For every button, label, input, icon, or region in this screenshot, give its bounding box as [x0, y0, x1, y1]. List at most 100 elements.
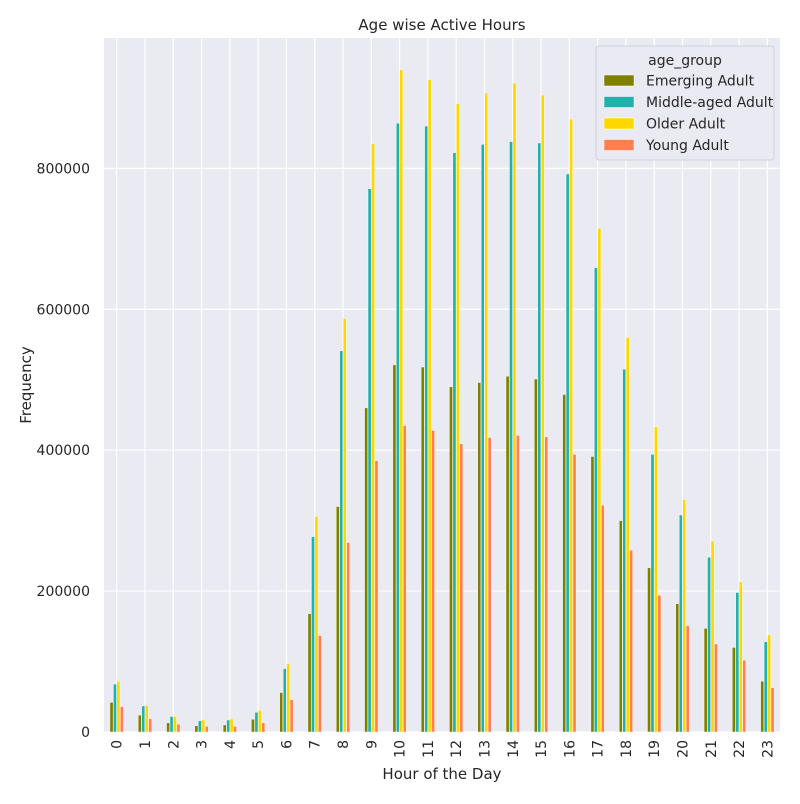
- x-tick-label: 5: [251, 740, 267, 749]
- bar-middle-aged-adult-hour-17: [594, 267, 598, 733]
- x-tick-label: 16: [562, 740, 578, 758]
- bar-young-adult-hour-4: [233, 726, 237, 733]
- bar-older-adult-hour-20: [682, 499, 686, 733]
- bar-older-adult-hour-10: [399, 69, 404, 733]
- x-tick-label: 0: [110, 740, 126, 749]
- bar-middle-aged-adult-hour-4: [226, 719, 230, 733]
- chart-title: Age wise Active Hours: [358, 16, 525, 34]
- bar-young-adult-hour-18: [629, 550, 633, 733]
- bar-emerging-adult-hour-8: [336, 506, 340, 733]
- bar-older-adult-hour-3: [201, 719, 206, 733]
- bar-middle-aged-adult-hour-3: [198, 720, 202, 733]
- bar-young-adult-hour-20: [685, 625, 690, 733]
- bar-emerging-adult-hour-15: [534, 378, 538, 733]
- bar-emerging-adult-hour-7: [307, 613, 312, 733]
- bar-middle-aged-adult-hour-13: [480, 144, 485, 733]
- bar-young-adult-hour-7: [318, 635, 322, 733]
- bar-young-adult-hour-11: [431, 430, 435, 733]
- bar-young-adult-hour-23: [770, 687, 775, 733]
- x-tick-label: 22: [732, 740, 748, 758]
- bar-middle-aged-adult-hour-16: [565, 173, 570, 733]
- bar-emerging-adult-hour-10: [392, 364, 397, 733]
- bar-emerging-adult-hour-4: [222, 724, 227, 733]
- bar-emerging-adult-hour-13: [477, 382, 482, 733]
- bar-middle-aged-adult-hour-20: [679, 514, 683, 733]
- bar-young-adult-hour-2: [176, 724, 181, 733]
- bar-older-adult-hour-22: [739, 581, 743, 733]
- bar-older-adult-hour-18: [625, 337, 630, 733]
- bar-middle-aged-adult-hour-15: [537, 142, 542, 733]
- bar-older-adult-hour-15: [541, 94, 545, 733]
- y-axis-label: Frequency: [17, 346, 35, 424]
- bar-middle-aged-adult-hour-23: [763, 641, 768, 733]
- bar-emerging-adult-hour-6: [279, 692, 284, 733]
- bar-middle-aged-adult-hour-5: [254, 712, 259, 733]
- bar-middle-aged-adult-hour-10: [396, 123, 400, 733]
- x-tick-label: 11: [421, 740, 437, 758]
- bar-older-adult-hour-7: [314, 516, 319, 733]
- bar-older-adult-hour-23: [767, 634, 771, 733]
- bar-young-adult-hour-0: [120, 706, 124, 733]
- bar-middle-aged-adult-hour-7: [311, 536, 315, 733]
- y-tick-label: 800000: [37, 161, 90, 177]
- legend-box: [595, 45, 775, 161]
- bar-middle-aged-adult-hour-9: [367, 188, 372, 733]
- bar-middle-aged-adult-hour-12: [452, 152, 457, 733]
- legend-swatch: [603, 117, 635, 130]
- bar-emerging-adult-hour-14: [505, 375, 510, 733]
- bar-young-adult-hour-10: [403, 425, 407, 733]
- bar-older-adult-hour-2: [173, 716, 177, 733]
- bar-young-adult-hour-5: [261, 722, 266, 733]
- bar-older-adult-hour-12: [456, 103, 460, 733]
- legend-label: Young Adult: [645, 138, 729, 154]
- bar-older-adult-hour-5: [258, 709, 262, 733]
- bar-emerging-adult-hour-20: [675, 603, 680, 733]
- bar-older-adult-hour-17: [597, 228, 602, 733]
- legend-label: Middle-aged Adult: [646, 95, 774, 111]
- bar-middle-aged-adult-hour-19: [650, 454, 655, 733]
- bar-emerging-adult-hour-21: [703, 628, 708, 733]
- bar-emerging-adult-hour-22: [732, 647, 736, 733]
- bars-group: [109, 69, 775, 733]
- bar-older-adult-hour-19: [654, 426, 658, 733]
- bar-older-adult-hour-14: [512, 82, 517, 733]
- bar-older-adult-hour-16: [569, 118, 573, 733]
- legend-swatch: [603, 139, 635, 151]
- bar-middle-aged-adult-hour-18: [622, 368, 626, 733]
- x-tick-label: 17: [591, 740, 607, 758]
- bar-older-adult-hour-11: [427, 79, 432, 733]
- x-tick-label: 18: [619, 740, 635, 758]
- bar-emerging-adult-hour-19: [647, 567, 651, 733]
- bar-emerging-adult-hour-18: [619, 520, 623, 733]
- legend-swatch: [603, 96, 635, 108]
- legend-swatch: [603, 74, 635, 87]
- bar-older-adult-hour-13: [484, 92, 488, 733]
- bar-middle-aged-adult-hour-0: [113, 683, 117, 733]
- x-tick-label: 20: [676, 740, 692, 758]
- bar-young-adult-hour-3: [204, 726, 209, 733]
- bar-young-adult-hour-14: [516, 435, 520, 733]
- bar-middle-aged-adult-hour-14: [509, 141, 513, 733]
- bar-older-adult-hour-21: [710, 540, 715, 733]
- bar-emerging-adult-hour-1: [138, 714, 142, 733]
- bar-middle-aged-adult-hour-1: [141, 705, 146, 733]
- x-tick-label: 15: [534, 740, 550, 758]
- bar-young-adult-hour-22: [742, 659, 747, 733]
- x-tick-label: 14: [506, 740, 522, 758]
- x-tick-label: 2: [166, 740, 182, 749]
- legend-title: age_group: [648, 53, 722, 69]
- bar-young-adult-hour-15: [544, 436, 548, 733]
- x-tick-label: 6: [279, 740, 295, 749]
- bar-older-adult-hour-6: [286, 663, 290, 733]
- bar-young-adult-hour-13: [487, 437, 492, 733]
- y-tick-label: 200000: [37, 584, 90, 600]
- bar-emerging-adult-hour-23: [760, 681, 764, 733]
- bar-young-adult-hour-17: [601, 504, 605, 733]
- bar-emerging-adult-hour-2: [166, 722, 170, 733]
- bar-older-adult-hour-0: [116, 681, 121, 733]
- legend: age_group Emerging Adult Middle-aged Adult…: [595, 45, 775, 161]
- bar-middle-aged-adult-hour-22: [735, 592, 740, 733]
- bar-emerging-adult-hour-0: [109, 702, 114, 733]
- x-axis-label: Hour of the Day: [382, 765, 501, 783]
